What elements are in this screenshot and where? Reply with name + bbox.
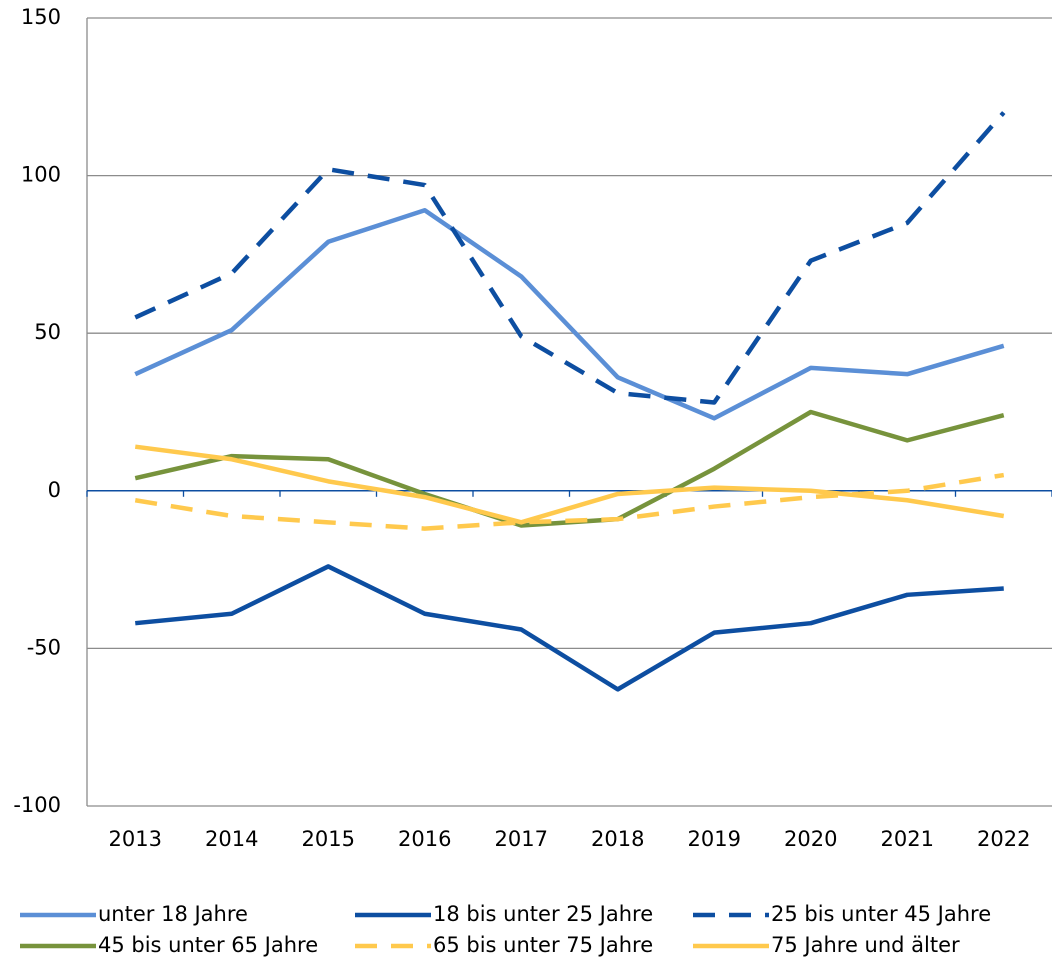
x-tick-label: 2018 bbox=[591, 827, 644, 851]
series-line bbox=[134, 111, 1006, 405]
legend-label: 45 bis unter 65 Jahre bbox=[98, 933, 318, 957]
legend-label: 25 bis unter 45 Jahre bbox=[771, 902, 991, 926]
series-line bbox=[134, 472, 1005, 531]
y-tick-label: 50 bbox=[34, 320, 61, 344]
series-line bbox=[135, 564, 1004, 692]
x-tick-label: 2022 bbox=[977, 827, 1030, 851]
legend-label: unter 18 Jahre bbox=[98, 902, 248, 926]
x-tick-label: 2021 bbox=[881, 827, 934, 851]
y-tick-label: 150 bbox=[21, 5, 61, 29]
x-tick-label: 2013 bbox=[109, 827, 162, 851]
x-tick-label: 2016 bbox=[398, 827, 451, 851]
series-line bbox=[134, 444, 1005, 525]
legend-label: 65 bis unter 75 Jahre bbox=[433, 933, 653, 957]
series-line bbox=[134, 208, 1005, 421]
y-tick-label: 100 bbox=[21, 163, 61, 187]
y-tick-label: -50 bbox=[27, 635, 61, 659]
x-tick-label: 2020 bbox=[784, 827, 837, 851]
legend-label: 75 Jahre und älter bbox=[771, 933, 960, 957]
legend-label: 18 bis unter 25 Jahre bbox=[433, 902, 653, 926]
y-tick-label: -100 bbox=[13, 793, 61, 817]
x-tick-label: 2019 bbox=[688, 827, 741, 851]
y-tick-label: 0 bbox=[48, 478, 61, 502]
x-tick-label: 2017 bbox=[495, 827, 548, 851]
x-tick-label: 2015 bbox=[302, 827, 355, 851]
x-tick-label: 2014 bbox=[205, 827, 258, 851]
